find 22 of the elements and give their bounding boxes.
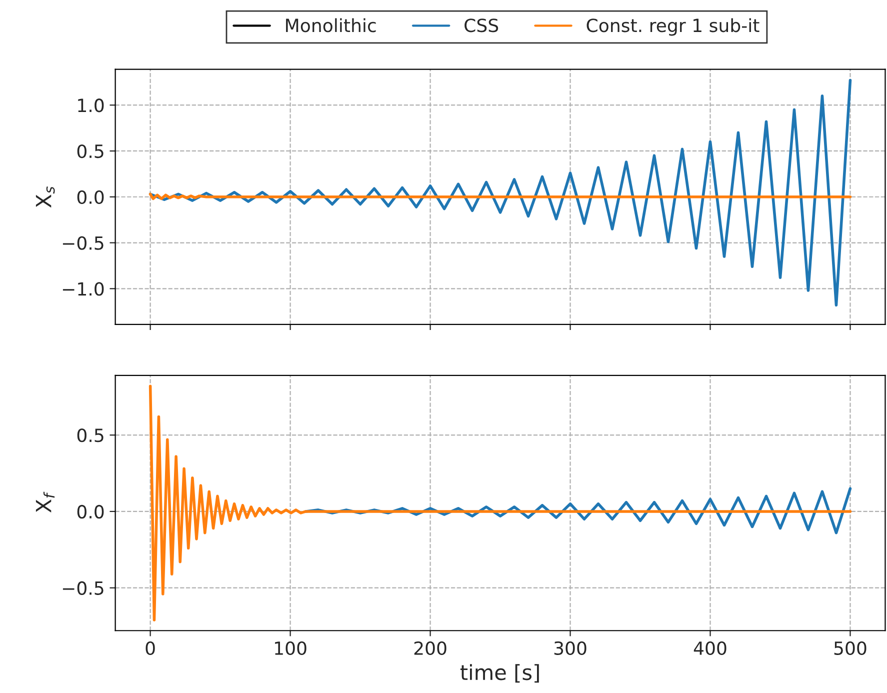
legend-label: CSS xyxy=(464,18,498,32)
y-axis-title: X$_{f}$ xyxy=(36,492,55,513)
legend-label: Const. regr 1 sub-it xyxy=(586,18,760,36)
line-series xyxy=(148,384,852,622)
y-tick-label: 0.0 xyxy=(77,190,104,204)
x-tick-label: 100 xyxy=(275,641,306,656)
y-axis-title: X$_{s}$ xyxy=(36,186,55,208)
legend-label: Monolithic xyxy=(286,18,376,32)
x-tick-label: 200 xyxy=(414,641,446,656)
x-tick-label: 500 xyxy=(834,641,866,656)
y-tick-label: 0.0 xyxy=(77,504,104,519)
x-axis-title: time [s] xyxy=(460,664,539,683)
line-series xyxy=(148,78,852,307)
x-tick-label: 300 xyxy=(554,641,586,656)
y-tick-label: −0.5 xyxy=(62,236,104,250)
y-tick-label: 0.5 xyxy=(77,428,104,442)
y-tick-label: 0.5 xyxy=(77,144,104,158)
y-tick-label: 1.0 xyxy=(78,98,104,112)
y-tick-label: −1.0 xyxy=(62,282,104,296)
x-tick-label: 400 xyxy=(694,641,726,656)
y-tick-label: −0.5 xyxy=(62,581,104,595)
x-tick-label: 0 xyxy=(146,641,155,656)
